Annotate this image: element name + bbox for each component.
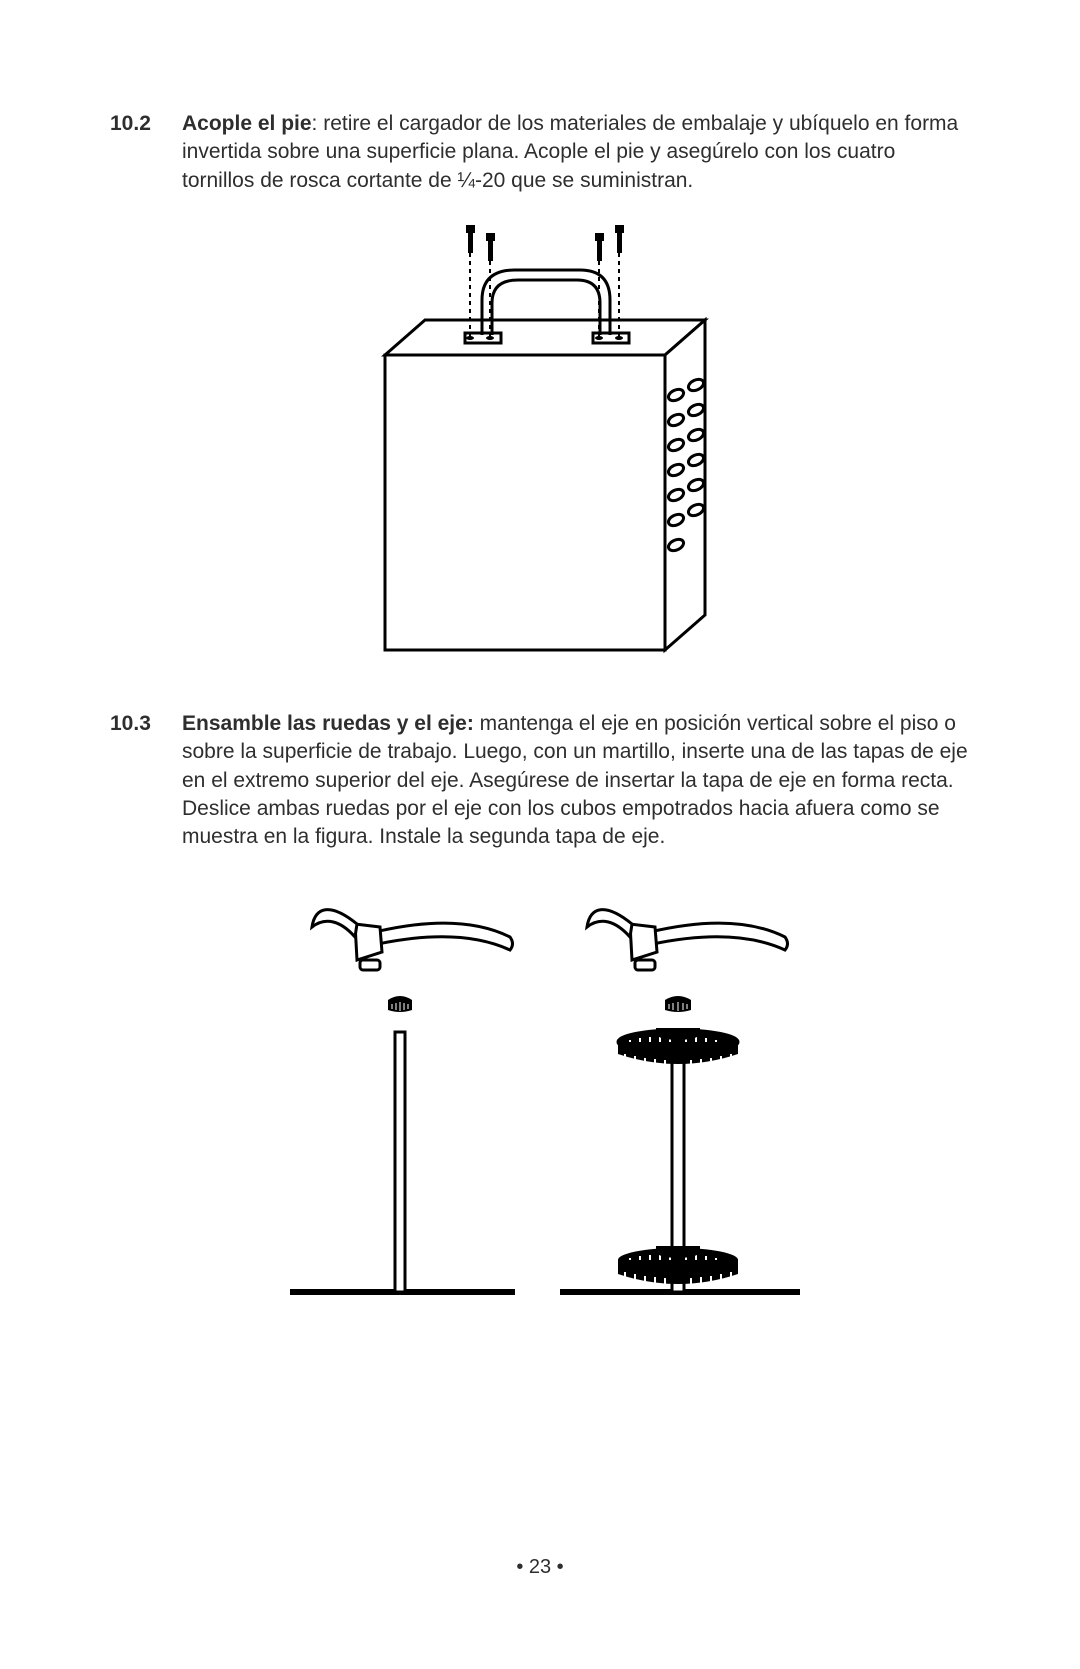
figure-wheel-axle bbox=[110, 882, 970, 1317]
section-10-3: 10.3 Ensamble las ruedas y el eje: mante… bbox=[110, 710, 970, 852]
section-body: Ensamble las ruedas y el eje: mantenga e… bbox=[182, 710, 970, 852]
section-title: Acople el pie bbox=[182, 112, 312, 135]
section-10-2: 10.2 Acople el pie: retire el cargador d… bbox=[110, 110, 970, 195]
page-number: • 23 • bbox=[0, 1556, 1080, 1579]
section-title: Ensamble las ruedas y el eje: bbox=[182, 712, 474, 735]
section-number: 10.2 bbox=[110, 110, 182, 195]
section-number: 10.3 bbox=[110, 710, 182, 852]
figure-charger-foot bbox=[110, 225, 970, 660]
section-body: Acople el pie: retire el cargador de los… bbox=[182, 110, 970, 195]
